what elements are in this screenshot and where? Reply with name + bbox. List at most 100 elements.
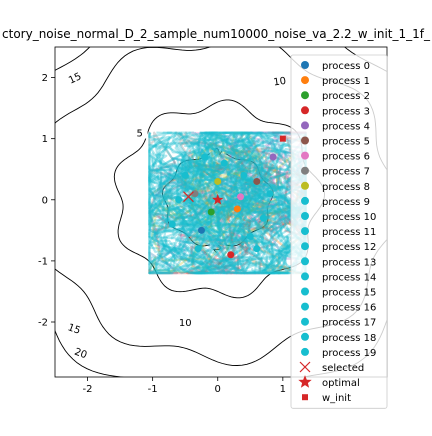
legend-label: process 9 <box>322 197 370 208</box>
trajectory-line <box>244 169 283 239</box>
trajectory-line <box>219 216 253 275</box>
legend-marker <box>301 106 309 115</box>
contour-label-bg <box>66 322 83 335</box>
trajectory-line <box>149 168 173 198</box>
trajectory-line <box>200 171 212 223</box>
trajectory-line <box>198 131 241 157</box>
trajectory-line <box>156 131 216 157</box>
trajectory-line <box>192 133 296 188</box>
legend-marker <box>301 317 309 326</box>
trajectory-line <box>203 143 253 177</box>
trajectory-line <box>183 172 204 211</box>
contour-label: 15 <box>67 71 83 86</box>
legend-entry: process 5 <box>301 136 370 148</box>
trajectory-line <box>187 218 238 244</box>
trajectory-line <box>264 240 307 271</box>
trajectory-line <box>188 216 216 258</box>
trajectory-line <box>169 167 287 223</box>
legend-label: process 10 <box>322 212 376 223</box>
y-tick-label: -1 <box>38 256 48 267</box>
contour-label: 10 <box>179 318 192 329</box>
legend-marker <box>301 181 309 190</box>
trajectory-line <box>212 262 265 275</box>
legend-entry: process 11 <box>301 227 376 238</box>
trajectory-line <box>222 131 260 155</box>
trajectory-line <box>207 164 252 185</box>
process-end-point <box>253 245 261 253</box>
trajectory-line <box>241 144 293 172</box>
trajectory-line <box>148 197 197 227</box>
trajectory-line <box>212 131 281 198</box>
trajectory-line <box>243 229 290 275</box>
x-tick-label: -2 <box>83 384 93 395</box>
process-end-point <box>181 171 189 179</box>
trajectory-line <box>148 168 204 197</box>
legend-label: process 3 <box>322 106 370 117</box>
legend-marker <box>301 136 309 145</box>
trajectory-line <box>177 229 226 275</box>
trajectory-line <box>148 135 170 184</box>
legend-entry: process 1 <box>301 76 370 87</box>
legend-label: process 17 <box>322 318 376 329</box>
trajectory-line <box>210 192 243 215</box>
legend-marker <box>301 272 309 281</box>
trajectory-line <box>148 243 171 275</box>
trajectory-line <box>245 174 284 215</box>
trajectory-line <box>227 156 264 193</box>
contour-label-bg <box>73 346 90 359</box>
legend: process 0 process 1 process 2 process 3 proc… <box>290 54 388 409</box>
trajectory-line <box>256 163 275 232</box>
trajectory-line <box>238 220 275 255</box>
trajectory-line <box>183 198 221 242</box>
trajectory-line <box>197 250 263 275</box>
trajectory-line <box>148 172 185 202</box>
contour-line <box>161 150 274 247</box>
trajectory-line <box>203 195 256 232</box>
legend-entry: process 2 <box>301 91 370 102</box>
contour-label: 10 <box>273 76 287 89</box>
legend-entry: process 18 <box>301 332 376 344</box>
trajectory-line <box>231 148 275 170</box>
legend-label: process 14 <box>322 272 376 283</box>
legend-marker <box>298 375 312 388</box>
trajectory-line <box>158 136 249 182</box>
trajectory-line <box>215 205 270 251</box>
trajectory-line <box>258 149 280 177</box>
trajectory-line <box>148 153 201 198</box>
legend-entry: process 10 <box>301 212 376 223</box>
legend-entry: process 6 <box>301 151 370 163</box>
trajectory-line <box>156 205 178 262</box>
trajectory-line <box>177 150 213 190</box>
process-end-point <box>220 159 228 167</box>
trajectory-line <box>150 201 231 262</box>
trajectory-line <box>148 153 201 200</box>
trajectory-line <box>166 179 203 198</box>
trajectory-line <box>148 151 187 197</box>
trajectory-line <box>215 251 282 275</box>
process-end-point <box>266 190 274 198</box>
contour-label-bg <box>66 71 83 84</box>
trajectory-line <box>215 222 251 256</box>
trajectory-line <box>179 180 243 197</box>
contour-label: 20 <box>73 347 89 362</box>
trajectory-line <box>209 141 285 181</box>
trajectory-line <box>215 200 282 229</box>
trajectory-line <box>171 203 251 243</box>
trajectory-line <box>176 202 222 232</box>
trajectory-line <box>215 212 249 275</box>
trajectory-line <box>175 144 225 191</box>
trajectory-line <box>148 169 176 207</box>
trajectory-line <box>187 199 242 241</box>
legend-entry: process 0 <box>301 61 370 72</box>
trajectory-line <box>250 182 285 216</box>
trajectory-line <box>253 196 280 233</box>
trajectory-line <box>157 141 202 192</box>
trajectory-line <box>148 264 249 275</box>
trajectory-line <box>173 159 193 199</box>
contour-label-bg <box>209 144 226 157</box>
legend-marker <box>301 242 309 251</box>
process-end-point <box>191 190 199 198</box>
legend-label: process 5 <box>322 137 370 148</box>
trajectory-line <box>232 138 264 168</box>
